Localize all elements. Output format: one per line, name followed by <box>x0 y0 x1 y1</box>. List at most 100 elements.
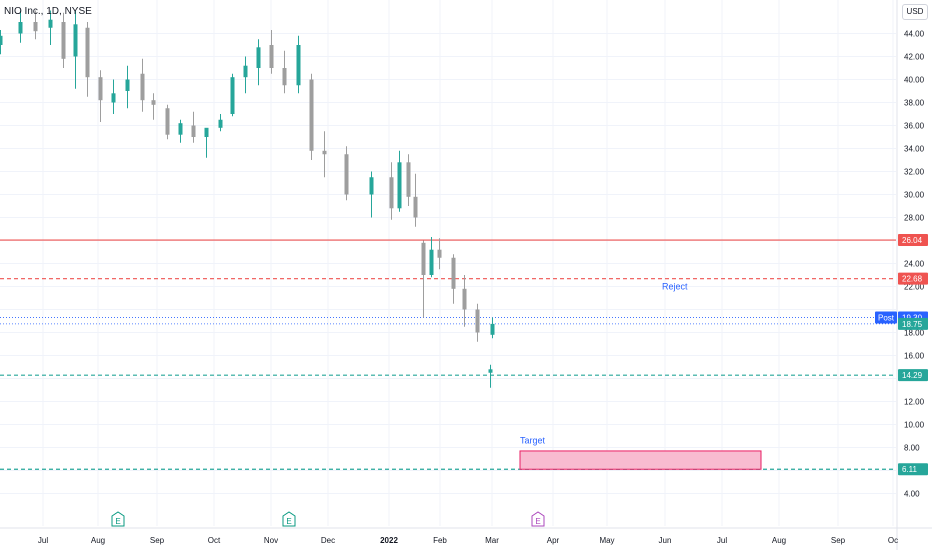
price-levels <box>0 239 896 470</box>
price-level-tag: 14.29 <box>902 371 923 380</box>
candle-body <box>322 150 327 155</box>
y-tick-label: 16.00 <box>904 352 925 361</box>
y-tick-label: 22.00 <box>904 283 925 292</box>
x-tick-label: Apr <box>547 536 560 545</box>
x-tick-label: Dec <box>321 536 335 545</box>
annotations: Reject Target <box>520 282 688 446</box>
candle-body <box>406 162 411 197</box>
candle-body <box>490 323 495 335</box>
target-zone-box <box>519 450 762 470</box>
x-axis[interactable]: Jul Aug Sep Oct Nov Dec 2022 Feb Mar Apr May Jun Jul… <box>38 536 898 545</box>
x-tick-label: Feb <box>433 536 447 545</box>
x-tick-label: 2022 <box>380 536 398 545</box>
candle-body <box>282 68 287 86</box>
price-level-tag-bg <box>898 463 928 476</box>
candle-body <box>389 177 394 209</box>
candle-body <box>218 119 223 128</box>
y-tick-label: 36.00 <box>904 122 925 131</box>
candle-body <box>309 79 314 151</box>
y-axis[interactable]: 44.00 42.00 40.00 38.00 36.00 34.00 32.00 30.00… <box>875 30 928 499</box>
y-tick-label: 28.00 <box>904 214 925 223</box>
target-zone <box>519 450 762 470</box>
candle-body <box>151 100 156 105</box>
candle-body <box>462 288 467 310</box>
y-tick-label: 8.00 <box>904 444 920 453</box>
price-level-tag-bg <box>898 369 928 382</box>
y-tick-label: 32.00 <box>904 168 925 177</box>
x-tick-label: Sep <box>831 536 846 545</box>
candle-body <box>344 154 349 195</box>
candle-body <box>413 196 418 218</box>
y-tick-label: 30.00 <box>904 191 925 200</box>
last-price-tag: 18.75 <box>902 320 923 329</box>
price-level-tag: 6.11 <box>902 465 918 474</box>
y-tick-label: 38.00 <box>904 99 925 108</box>
price-level-tag-bg <box>898 234 928 247</box>
candle-body <box>475 309 480 333</box>
candle-body <box>98 77 103 101</box>
candle-body <box>125 79 130 91</box>
candle-body <box>429 249 434 275</box>
price-level-tag: 22.68 <box>902 275 923 284</box>
y-tick-label: 40.00 <box>904 76 925 85</box>
ticker-label: NIO Inc., 1D, NYSE <box>4 6 92 17</box>
x-tick-label: Nov <box>264 536 278 545</box>
candle-body <box>18 22 23 34</box>
candle-body <box>85 27 90 78</box>
candle-body <box>421 242 426 275</box>
y-tick-label: 44.00 <box>904 30 925 39</box>
x-tick-label: Jul <box>38 536 48 545</box>
candle-body <box>488 369 493 373</box>
candle-body <box>296 45 301 86</box>
y-tick-label: 34.00 <box>904 145 925 154</box>
earnings-marker-shape <box>531 511 545 527</box>
candles <box>0 10 495 388</box>
x-tick-label: Aug <box>91 536 105 545</box>
x-tick-label: Aug <box>772 536 786 545</box>
earnings-marker-label: E <box>535 517 540 526</box>
x-tick-label: Jun <box>659 536 672 545</box>
x-tick-label: Sep <box>150 536 165 545</box>
earnings-marker[interactable]: E <box>282 511 296 527</box>
earnings-marker-label: E <box>286 517 291 526</box>
y-tick-label: 4.00 <box>904 490 920 499</box>
earnings-marker-label: E <box>115 517 120 526</box>
earnings-marker-shape <box>111 511 125 527</box>
candle-body <box>451 257 456 289</box>
candle-body <box>33 22 38 32</box>
candle-body <box>140 73 145 101</box>
candle-body <box>256 47 261 68</box>
annotation-text: Reject <box>662 282 688 292</box>
currency-badge[interactable]: USD <box>902 4 928 20</box>
y-tick-label: 12.00 <box>904 398 925 407</box>
y-tick-label: 18.00 <box>904 329 925 338</box>
x-tick-label: Oc <box>888 536 898 545</box>
x-tick-label: Mar <box>485 536 499 545</box>
candle-body <box>204 127 209 137</box>
candle-body <box>191 125 196 137</box>
candle-body <box>178 123 183 135</box>
price-level-tag-bg <box>898 272 928 285</box>
candle-body <box>243 65 248 78</box>
candle-body <box>369 177 374 195</box>
annotation-text: Target <box>520 436 546 446</box>
x-tick-label: May <box>599 536 614 545</box>
y-tick-label: 10.00 <box>904 421 925 430</box>
candle-body <box>48 19 53 28</box>
candle-body <box>61 22 66 59</box>
earnings-marker[interactable]: E <box>111 511 125 527</box>
last-price-tag-bg <box>898 317 928 330</box>
candle-body <box>165 108 170 135</box>
post-badge-label: Post <box>878 314 895 323</box>
earnings-marker-shape <box>282 511 296 527</box>
candle-body <box>437 249 442 258</box>
x-tick-label: Oct <box>208 536 221 545</box>
candle-body <box>397 162 402 209</box>
earnings-marker[interactable]: E <box>531 511 545 527</box>
price-level-tag: 26.04 <box>902 236 923 245</box>
candle-body <box>111 93 116 103</box>
